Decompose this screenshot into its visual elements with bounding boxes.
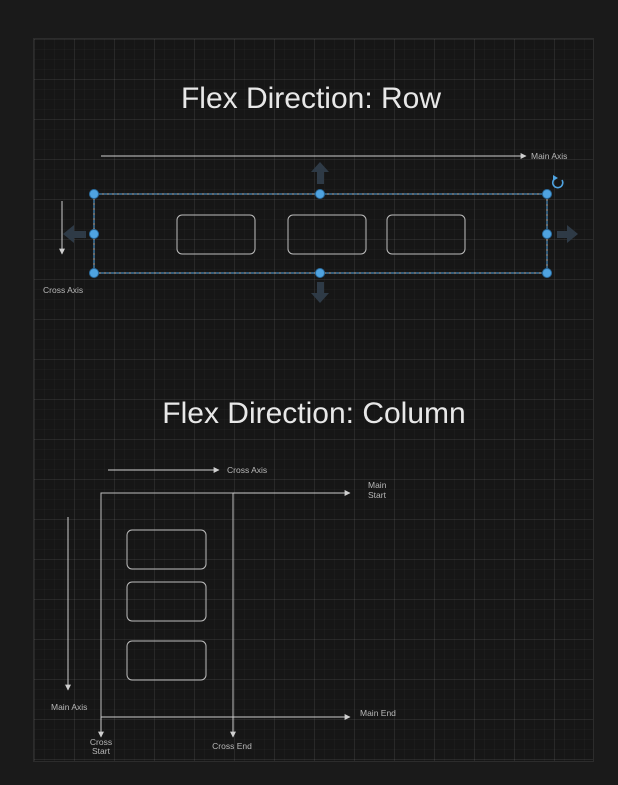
resize-handle-left[interactable] xyxy=(89,229,99,239)
row-cross-axis-label: Cross Axis xyxy=(43,285,83,295)
resize-hint-down-icon[interactable] xyxy=(311,282,329,303)
resize-handle-top-right[interactable] xyxy=(542,189,552,199)
resize-hint-right-icon[interactable] xyxy=(557,225,578,243)
resize-handle-right[interactable] xyxy=(542,229,552,239)
cross-start-label-line1: Cross xyxy=(90,737,112,747)
resize-hint-up-icon[interactable] xyxy=(311,162,329,184)
row-main-axis-label: Main Axis xyxy=(531,151,567,161)
column-flex-item-2[interactable] xyxy=(126,581,207,622)
column-flex-item-1[interactable] xyxy=(126,529,207,570)
row-flex-item-1[interactable] xyxy=(176,214,256,255)
column-main-axis-label: Main Axis xyxy=(51,702,87,712)
row-title: Flex Direction: Row xyxy=(181,82,441,115)
main-end-label: Main End xyxy=(360,708,396,718)
resize-handle-top[interactable] xyxy=(315,189,325,199)
column-cross-axis-label: Cross Axis xyxy=(227,465,267,475)
cross-end-label: Cross End xyxy=(212,741,252,751)
rotate-icon[interactable] xyxy=(552,175,564,189)
row-flex-container[interactable] xyxy=(93,193,548,274)
drawing-canvas[interactable] xyxy=(33,38,594,762)
column-flex-item-3[interactable] xyxy=(126,640,207,681)
row-flex-item-2[interactable] xyxy=(287,214,367,255)
column-title: Flex Direction: Column xyxy=(162,397,465,430)
selection-outline xyxy=(93,193,548,274)
column-flex-container[interactable] xyxy=(100,492,234,718)
resize-handle-bottom[interactable] xyxy=(315,268,325,278)
resize-hint-left-icon[interactable] xyxy=(63,225,86,243)
main-start-label-line2: Start xyxy=(368,490,387,500)
cross-start-label-line2: Start xyxy=(92,746,111,756)
row-flex-item-3[interactable] xyxy=(386,214,466,255)
resize-handle-bottom-right[interactable] xyxy=(542,268,552,278)
resize-handle-bottom-left[interactable] xyxy=(89,268,99,278)
main-start-label-line1: Main xyxy=(368,480,387,490)
resize-handle-top-left[interactable] xyxy=(89,189,99,199)
